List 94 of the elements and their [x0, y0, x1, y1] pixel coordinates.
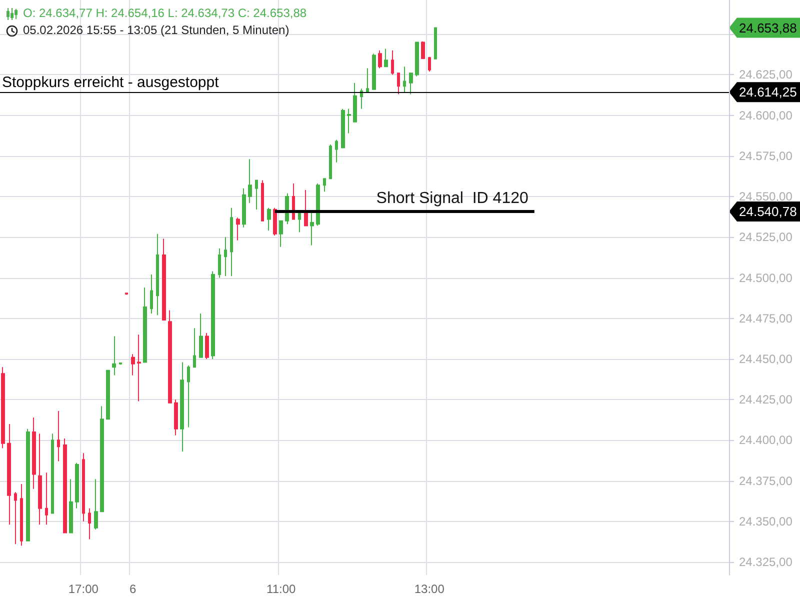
candlestick — [279, 220, 283, 248]
candlestick — [384, 48, 388, 68]
candlestick — [397, 72, 400, 95]
candlestick — [329, 144, 332, 180]
text: 24.653,88 — [739, 20, 797, 36]
x-tick-label: 13:00 — [414, 582, 445, 596]
candlestick — [75, 462, 79, 509]
candlestick — [205, 332, 209, 360]
text: 24.614,25 — [739, 84, 797, 100]
candlestick — [57, 410, 60, 462]
y-tick-label: 24.500,00 — [739, 270, 793, 285]
text: 05.02.2026 15:55 - 13:05 (21 Stunden, 5 Minuten) — [23, 22, 290, 39]
candlestick — [162, 238, 166, 320]
y-tick-label: 24.375,00 — [739, 474, 793, 488]
candlestick — [366, 68, 369, 94]
candlestick — [156, 233, 159, 316]
candlestick — [125, 292, 128, 296]
y-tick-label: 24.350,00 — [739, 514, 793, 528]
x-tick-label: 17:00 — [68, 582, 99, 596]
candlestick — [45, 472, 48, 526]
candlestick — [180, 362, 184, 452]
x-tick-label: 6 — [129, 582, 136, 596]
candlestick — [143, 287, 147, 363]
candlestick — [26, 428, 30, 542]
y-tick-label: 24.400,00 — [739, 433, 793, 448]
candlestick — [347, 108, 351, 134]
candlestick — [100, 406, 104, 512]
candlestick — [32, 416, 36, 490]
candlestick — [335, 139, 338, 163]
candlestick — [255, 180, 258, 210]
text: O: 24.634,77 H: 24.654,16 L: 24.634,73 C: 24.653,88 — [23, 5, 307, 22]
candlestick — [168, 310, 172, 404]
candlestick — [51, 433, 54, 514]
candlestick — [150, 274, 153, 314]
candlestick — [360, 88, 363, 110]
candlestick — [434, 26, 437, 60]
annotation: Short Signal ID 4120 — [376, 190, 528, 208]
candlestick — [82, 452, 85, 522]
y-tick-label: 24.425,00 — [739, 392, 793, 407]
candlestick — [88, 508, 91, 540]
candlestick — [409, 72, 413, 95]
candlestick — [131, 354, 135, 376]
candlestick — [421, 40, 425, 59]
y-tick-label: 24.550,00 — [739, 190, 793, 204]
text: 24.540,78 — [739, 204, 797, 220]
candlestick — [341, 108, 345, 148]
candlestick — [428, 56, 431, 72]
candlestick — [391, 50, 394, 76]
candlestick — [38, 433, 42, 526]
y-tick-label: 24.325,00 — [739, 555, 793, 570]
candlestick — [7, 423, 11, 526]
candlestick — [372, 53, 376, 90]
candlestick — [248, 158, 252, 204]
candlestick — [69, 478, 73, 534]
x-tick-label: 11:00 — [266, 582, 296, 596]
candlestick — [119, 362, 122, 366]
candlestick — [1, 366, 5, 449]
candlestick — [403, 66, 406, 94]
y-tick-label: 24.450,00 — [739, 352, 793, 366]
candlestick — [323, 178, 326, 192]
candlestick — [415, 42, 419, 77]
candlestick — [224, 236, 227, 277]
candlestick — [193, 328, 196, 368]
y-tick-label: 24.525,00 — [739, 230, 793, 244]
y-tick-label: 24.575,00 — [739, 148, 793, 163]
y-tick-label: 24.475,00 — [739, 311, 793, 326]
candlestick — [211, 270, 215, 360]
candlestick — [218, 248, 221, 278]
candlestick — [292, 183, 295, 220]
candlestick — [261, 180, 264, 222]
candlestick — [174, 399, 178, 436]
candlestick — [112, 336, 116, 376]
candlestick — [304, 190, 308, 226]
candlestick — [20, 484, 23, 546]
y-tick-label: 24.625,00 — [739, 68, 793, 82]
candlestick — [94, 478, 98, 530]
candlestick — [267, 207, 271, 232]
candlestick — [187, 364, 190, 428]
candlestick — [310, 210, 314, 246]
y-tick-label: 24.600,00 — [739, 108, 793, 122]
candlestick — [353, 82, 357, 122]
candlestick — [106, 370, 110, 420]
candlestick — [236, 217, 240, 241]
candlestick — [242, 188, 246, 228]
candlestick — [230, 207, 233, 277]
candlestick — [137, 334, 141, 402]
ref-line-label: Stoppkurs erreicht - ausgestoppt — [2, 74, 220, 92]
candlestick — [378, 50, 382, 69]
candlestick — [273, 207, 277, 236]
candlestick — [14, 492, 17, 545]
candlestick — [298, 210, 301, 233]
candlestick — [63, 438, 67, 534]
candlestick — [316, 183, 320, 226]
candlestick — [199, 312, 203, 358]
